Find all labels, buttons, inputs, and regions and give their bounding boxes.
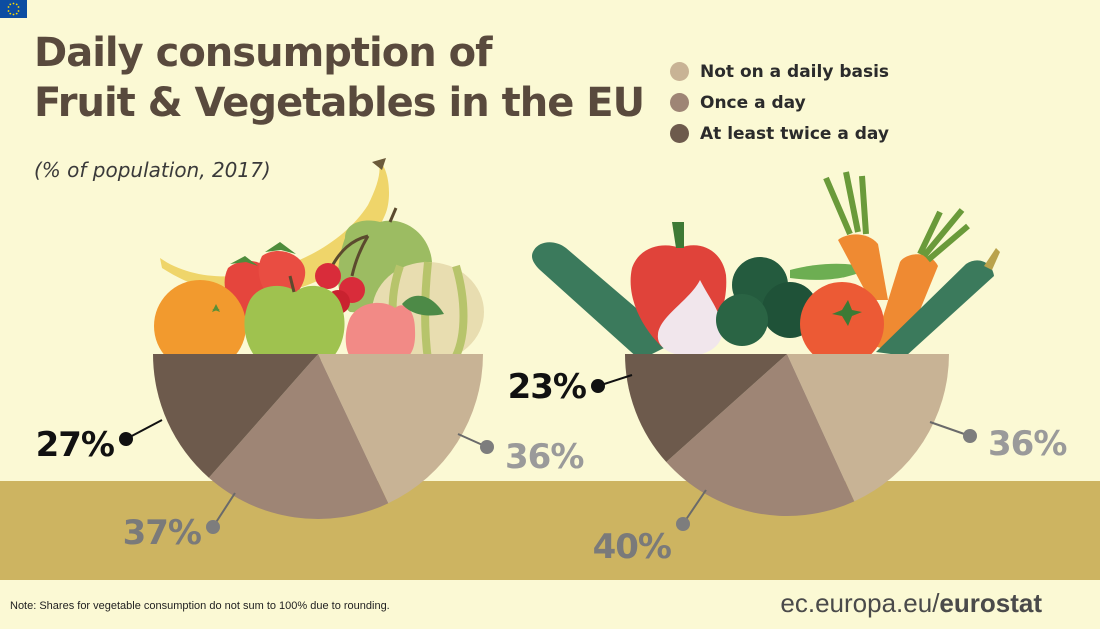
orange-icon [154,280,246,372]
legend-item-not-daily: Not on a daily basis [670,56,889,87]
footnote: Note: Shares for vegetable consumption d… [10,600,390,612]
pie-bowl-1 [153,354,483,519]
table-surface [0,481,1100,580]
pie-label: 27% [36,425,114,465]
source-brand: eurostat [939,588,1042,618]
leader-dot [676,517,690,531]
pie-slice-not-on-a-daily-basis [318,354,483,504]
pie-slice-at-least-twice-a-day [625,354,787,463]
chart-subtitle: (% of population, 2017) [34,158,271,182]
tomato-icon [800,282,884,366]
legend-swatch [670,124,689,143]
broccoli-icon [716,294,768,346]
pie-slice-at-least-twice-a-day [153,354,318,478]
leader-dot [591,379,605,393]
leader-line [929,421,971,437]
peas-icon [790,263,868,280]
pie-label: 37% [123,513,201,553]
pie-label: 36% [505,437,583,477]
title-line-2: Fruit & Vegetables in the EU [34,80,645,126]
vegetable-illustration [532,171,1000,366]
chart-title: Daily consumption of Fruit & Vegetables … [34,28,645,128]
pie-label: 36% [988,424,1066,464]
eu-flag-icon [0,0,27,18]
legend-swatch [670,93,689,112]
pie-charts: 36% 37% 27% 36% 40% 23% [36,354,1067,567]
legend-label: Once a day [700,92,806,113]
peach-icon [345,302,416,362]
green-apple-icon [244,285,345,360]
leader-dot [119,432,133,446]
leader-dot [480,440,494,454]
legend-item-once: Once a day [670,87,889,118]
source-credit[interactable]: ec.europa.eu/eurostat [780,588,1042,619]
carrot-icon [874,254,938,354]
pie-slice-not-on-a-daily-basis [787,354,949,502]
banana-icon [160,160,390,296]
leader-dot [206,520,220,534]
cucumber-icon [532,242,676,360]
title-line-1: Daily consumption of [34,30,492,76]
garlic-icon [657,280,722,356]
pie-label: 23% [508,367,586,407]
pie-slice-once-a-day [666,354,855,516]
leader-dot [963,429,977,443]
legend-swatch [670,62,689,81]
source-domain: ec.europa.eu/ [780,588,940,618]
carrot-icon [838,234,888,300]
cucumber-icon [876,260,994,356]
legend-label: Not on a daily basis [700,61,890,82]
legend-label: At least twice a day [700,123,889,144]
pie-label: 40% [593,527,671,567]
cherry-icon [315,263,341,289]
pie-slice-once-a-day [208,354,389,519]
fruit-illustration [154,158,484,372]
legend-item-twice: At least twice a day [670,118,889,149]
pie-bowl-2 [625,354,949,516]
legend: Not on a daily basis Once a day At least… [670,56,889,149]
